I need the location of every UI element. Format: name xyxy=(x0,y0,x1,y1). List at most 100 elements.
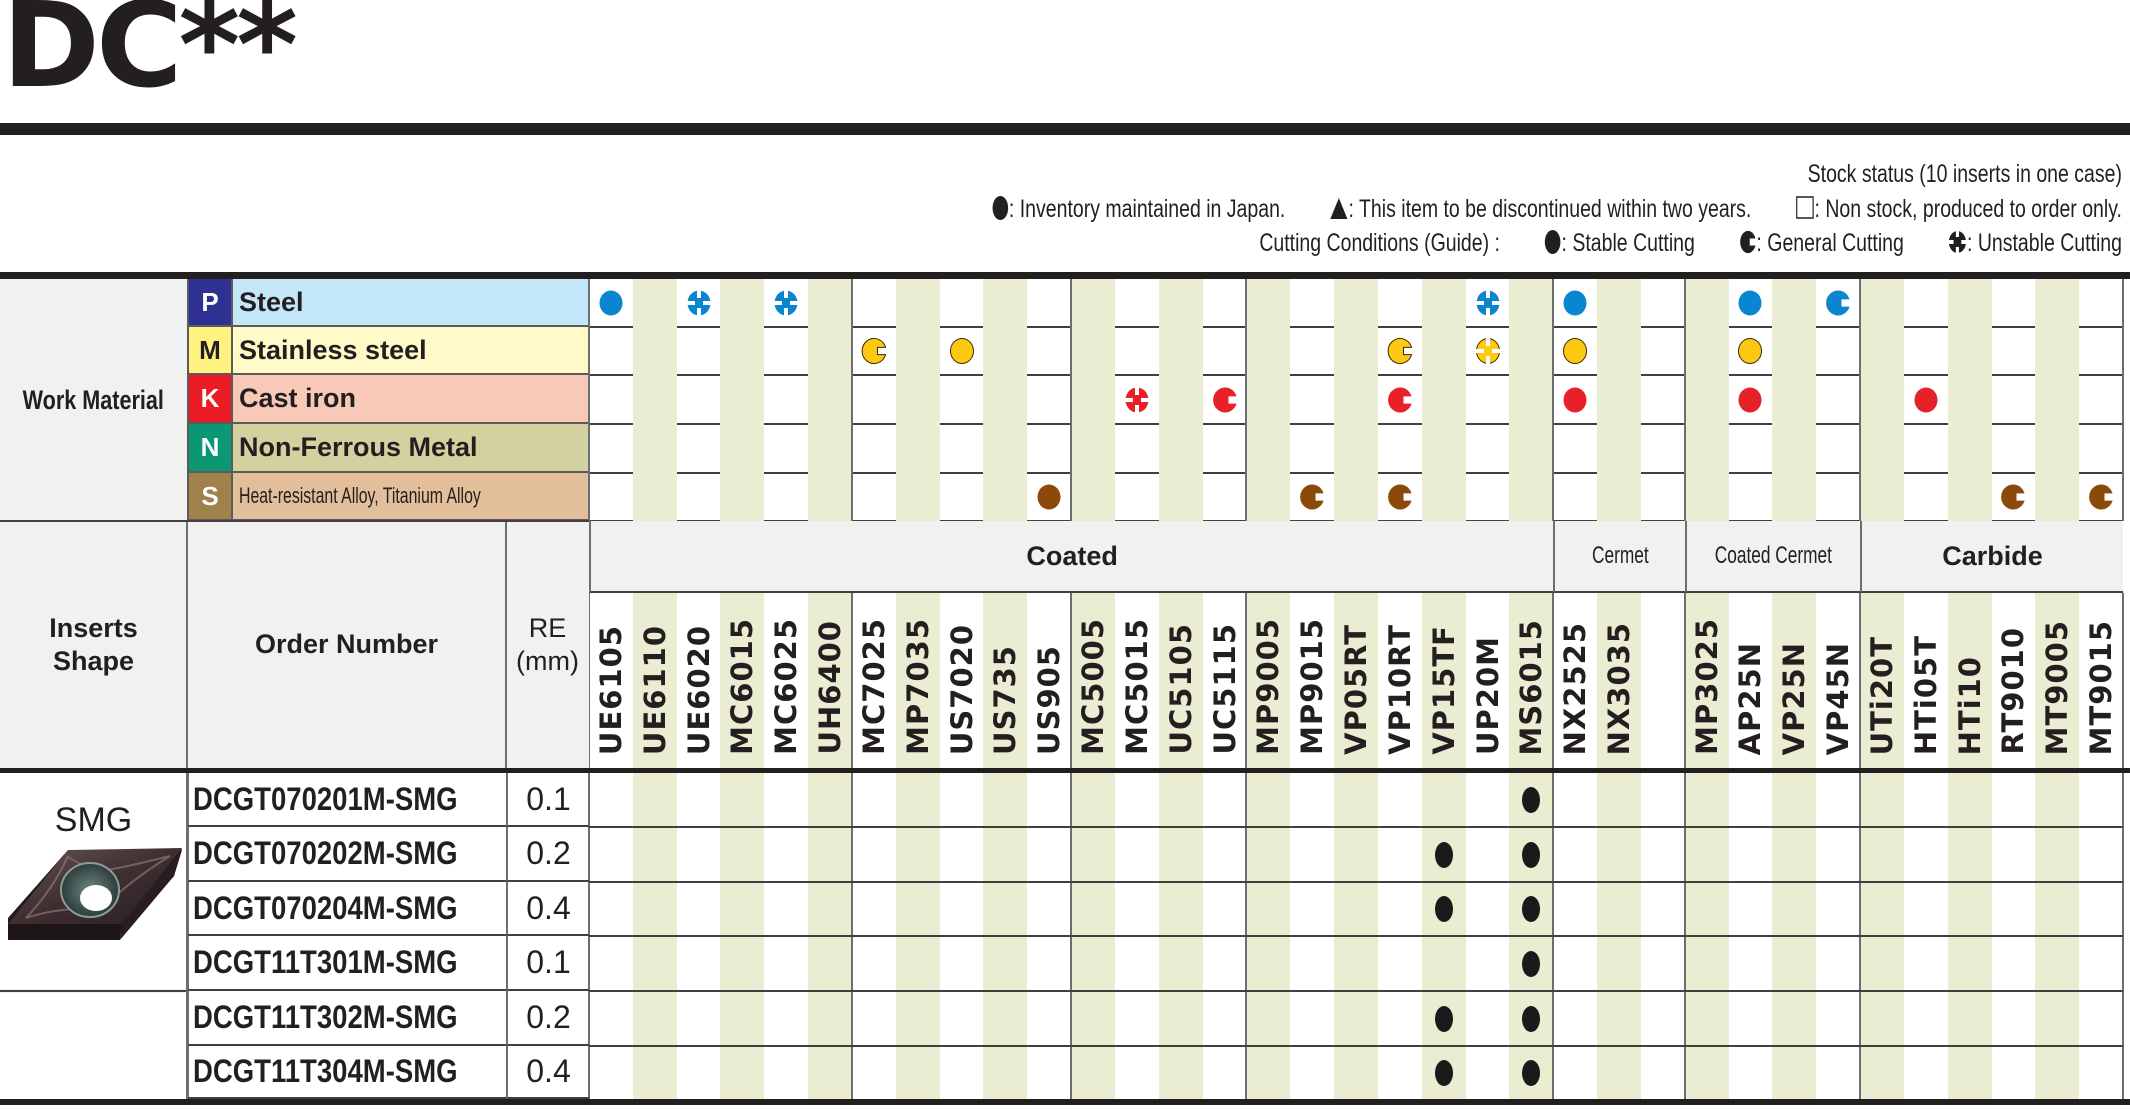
stable-cutting-icon xyxy=(1737,289,1763,317)
group-divider xyxy=(588,593,590,1099)
group-divider xyxy=(1552,279,1555,521)
legend-discontinued: : This item to be discontinued within tw… xyxy=(1330,195,1751,224)
stock-inventory-icon xyxy=(1522,841,1541,868)
column-stripe xyxy=(1947,279,1992,521)
grade-group-name: Coated Cermet xyxy=(1714,542,1832,569)
grade-column-header[interactable]: UC5105 xyxy=(1159,595,1203,767)
re-value: 0.1 xyxy=(526,944,571,980)
grade-column-header[interactable]: VP10RT xyxy=(1378,595,1422,767)
empty-square-icon xyxy=(1795,196,1814,220)
re-cell: 0.2 xyxy=(506,991,589,1046)
grade-column-header[interactable]: VP05RT xyxy=(1334,595,1378,767)
grade-column-header[interactable]: HTi05T xyxy=(1904,595,1948,767)
grade-name: UE6110 xyxy=(637,624,672,755)
grade-column-header[interactable]: UP20M xyxy=(1466,595,1510,767)
grade-column-header[interactable]: MC5005 xyxy=(1071,595,1115,767)
grade-name: VP45N xyxy=(1821,641,1856,755)
grade-name: HTi10 xyxy=(1952,655,1987,755)
column-stripe xyxy=(1246,593,1291,768)
legend-inventory-label: : Inventory maintained in Japan. xyxy=(1008,195,1286,223)
grade-column-header[interactable]: VP15TF xyxy=(1422,595,1466,767)
grade-name: MP9015 xyxy=(1295,618,1330,755)
grade-column-header[interactable]: UE6110 xyxy=(633,595,677,767)
grade-column-header[interactable]: MC7025 xyxy=(852,595,896,767)
grade-name: MP3025 xyxy=(1689,618,1724,755)
column-stripe xyxy=(1421,279,1466,521)
grade-column-header[interactable]: UH6400 xyxy=(808,595,852,767)
unstable-cutting-icon xyxy=(686,289,712,317)
grade-column-header[interactable]: UE6105 xyxy=(589,595,633,767)
order-number[interactable]: DCGT070204M-SMG xyxy=(193,889,458,926)
order-number[interactable]: DCGT11T301M-SMG xyxy=(193,944,458,980)
column-stripe xyxy=(1597,279,1641,521)
stable-cutting-icon xyxy=(1036,483,1062,511)
column-stripe xyxy=(1684,279,1729,521)
column-stripe xyxy=(808,593,852,768)
title-rule xyxy=(0,123,2130,135)
grade-column-header[interactable]: AP25N xyxy=(1729,595,1773,767)
grade-column-header[interactable]: MC6015 xyxy=(720,595,764,767)
grade-column-header[interactable]: MP9005 xyxy=(1246,595,1290,767)
grade-column-header[interactable]: MP9015 xyxy=(1290,595,1334,767)
general-cutting-icon xyxy=(1387,483,1413,511)
grade-column-header[interactable] xyxy=(1641,595,1685,767)
grade-column-header[interactable]: MT9005 xyxy=(2035,595,2079,767)
material-name: Cast iron xyxy=(239,383,357,413)
order-number[interactable]: DCGT070201M-SMG xyxy=(193,780,458,817)
stock-inventory-icon xyxy=(1522,787,1541,813)
stock-inventory-icon xyxy=(1522,950,1541,977)
unstable-cutting-icon xyxy=(1124,386,1150,414)
general-cutting-icon xyxy=(1387,337,1413,365)
group-divider xyxy=(850,279,853,521)
order-number[interactable]: DCGT11T302M-SMG xyxy=(193,999,458,1035)
general-cutting-icon xyxy=(2088,483,2114,511)
grade-name: RT9010 xyxy=(1996,627,2031,755)
grade-column-header[interactable]: MP7035 xyxy=(896,595,940,767)
re-value: 0.4 xyxy=(526,1053,571,1089)
column-stripe xyxy=(983,279,1028,521)
order-number[interactable]: DCGT11T304M-SMG xyxy=(193,1053,458,1089)
grade-column-header[interactable]: US905 xyxy=(1027,595,1071,767)
column-stripe xyxy=(1772,593,1817,768)
grade-column-header[interactable]: UE6020 xyxy=(677,595,721,767)
grade-group-header: Coated Cermet xyxy=(1684,521,1861,593)
grade-name: MC5015 xyxy=(1119,618,1154,755)
grade-name: VP25N xyxy=(1777,641,1812,755)
grade-column-header[interactable]: VP25N xyxy=(1772,595,1816,767)
order-number[interactable]: DCGT070202M-SMG xyxy=(193,835,458,871)
grade-column-header[interactable]: US7020 xyxy=(940,595,984,767)
grade-name: MP9005 xyxy=(1251,618,1286,755)
grade-column-header[interactable]: NX3035 xyxy=(1597,595,1641,767)
grade-name: US7020 xyxy=(944,623,979,755)
grade-column-header[interactable]: VP45N xyxy=(1816,595,1860,767)
grade-column-header[interactable]: US735 xyxy=(983,595,1027,767)
grade-column-header[interactable]: HTi10 xyxy=(1948,595,1992,767)
group-divider xyxy=(2122,279,2125,521)
grade-name: VP10RT xyxy=(1382,624,1417,755)
order-number-cell: DCGT070202M-SMG xyxy=(187,827,506,882)
legend-stable-label: : Stable Cutting xyxy=(1561,229,1695,257)
column-stripe xyxy=(1684,593,1729,768)
grade-name: MS6015 xyxy=(1514,618,1549,755)
grade-column-header[interactable]: MP3025 xyxy=(1685,595,1729,767)
stable-cutting-icon xyxy=(1545,230,1561,255)
grade-column-header[interactable]: NX2525 xyxy=(1553,595,1597,767)
grade-column-header[interactable]: UC5115 xyxy=(1203,595,1247,767)
unstable-cutting-icon xyxy=(1475,337,1501,365)
material-code-badge: S xyxy=(187,473,233,521)
grade-name: MC6015 xyxy=(725,618,760,755)
grade-column-header[interactable]: RT9010 xyxy=(1992,595,2036,767)
grade-name: US905 xyxy=(1032,645,1067,755)
legend-cutting: Cutting Conditions (Guide) : : Stable Cu… xyxy=(1259,229,2122,258)
material-code-badge: N xyxy=(187,424,233,473)
column-stripe xyxy=(983,593,1028,768)
header-divider xyxy=(186,521,188,768)
grade-column-header[interactable]: MC5015 xyxy=(1115,595,1159,767)
grade-column-header[interactable]: MS6015 xyxy=(1509,595,1553,767)
stable-cutting-icon xyxy=(1562,289,1588,317)
grade-column-header[interactable]: MC6025 xyxy=(764,595,808,767)
re-cell: 0.1 xyxy=(506,773,589,827)
grade-column-header[interactable]: MT9015 xyxy=(2079,595,2123,767)
grade-column-header[interactable]: UTi20T xyxy=(1860,595,1904,767)
product-row-line xyxy=(589,990,2124,992)
